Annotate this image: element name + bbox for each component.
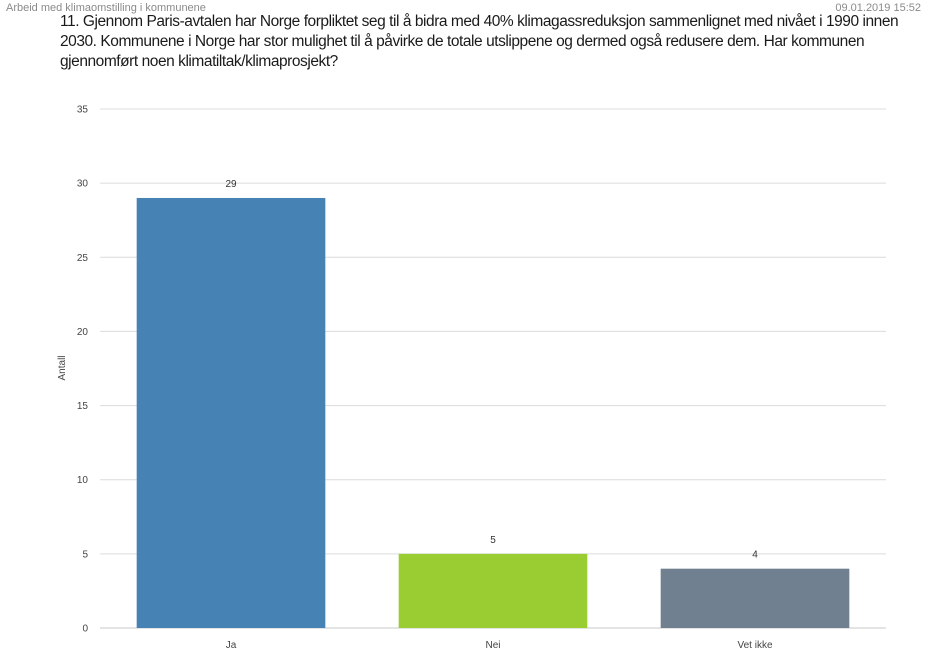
- x-category-label-vet-ikke: Vet ikke: [737, 640, 772, 651]
- y-tick-label-5: 5: [82, 549, 88, 560]
- question-text: 11. Gjennom Paris-avtalen har Norge forp…: [60, 13, 899, 70]
- data-label-ja: 29: [225, 179, 237, 190]
- data-label-nei: 5: [490, 535, 496, 546]
- y-tick-label-10: 10: [77, 475, 89, 486]
- bar-ja: [136, 197, 326, 628]
- y-tick-label-20: 20: [77, 327, 89, 338]
- y-tick-label-25: 25: [77, 253, 89, 264]
- data-label-vet-ikke: 4: [752, 550, 758, 561]
- y-tick-label-35: 35: [77, 105, 89, 116]
- y-tick-label-30: 30: [77, 179, 89, 190]
- y-tick-label-15: 15: [77, 401, 89, 412]
- bar-nei: [398, 553, 588, 628]
- y-tick-label-0: 0: [82, 624, 88, 635]
- timestamp: 09.01.2019 15:52: [835, 2, 921, 14]
- survey-title: Arbeid med klimaomstilling i kommunene: [6, 2, 206, 14]
- bar-vet-ikke: [660, 568, 850, 628]
- x-category-label-ja: Ja: [226, 640, 237, 651]
- y-axis-title: Antall: [57, 355, 68, 380]
- x-category-label-nei: Nei: [485, 640, 500, 651]
